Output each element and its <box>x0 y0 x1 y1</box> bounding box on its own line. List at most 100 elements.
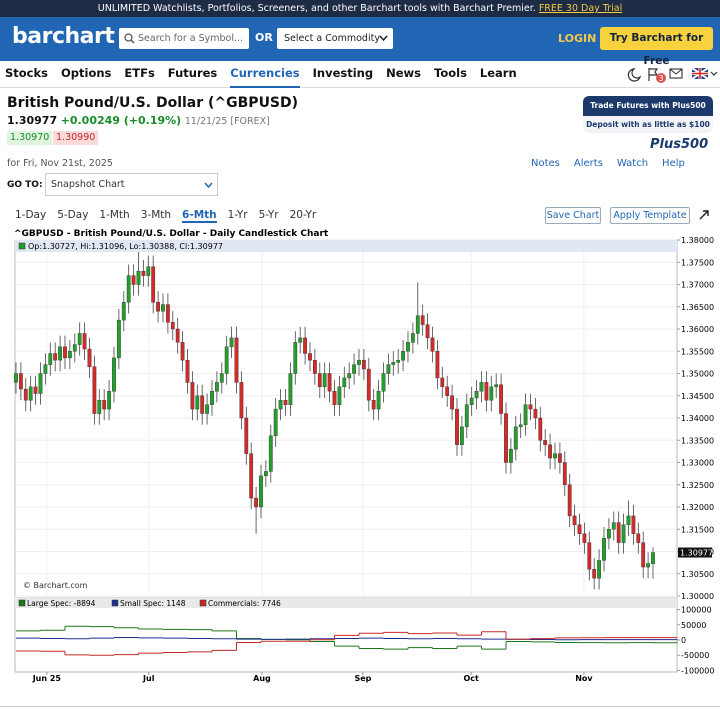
notification-count: 3 <box>658 74 663 83</box>
tool-links: Notes Alerts Watch Help <box>531 158 685 169</box>
candle-body <box>469 397 474 405</box>
tool-link[interactable]: Watch <box>616 158 649 169</box>
period-tab[interactable]: 5-Day <box>57 209 89 221</box>
x-tick-label: Aug <box>253 674 271 683</box>
candle-body <box>146 266 151 276</box>
candle-body <box>87 348 92 368</box>
chevron <box>379 35 388 42</box>
candle-body <box>332 391 337 405</box>
nav-item[interactable]: News <box>386 65 422 80</box>
candle-body <box>357 359 361 365</box>
legend-strip <box>15 240 677 252</box>
commodity-select[interactable]: Select a Commodity <box>277 28 393 49</box>
nav-item[interactable]: ETFs <box>124 65 155 80</box>
candle-body <box>489 386 494 401</box>
candle-body <box>533 408 538 419</box>
candle-body <box>651 552 655 564</box>
candle-body <box>33 386 38 394</box>
candle-body <box>592 569 597 579</box>
candle-body <box>543 440 548 445</box>
candle-body <box>205 404 209 414</box>
candle-body <box>185 359 190 383</box>
tool-link[interactable]: Help <box>662 158 685 169</box>
y-tick-label: 1.30000 <box>681 592 714 601</box>
nav-item[interactable]: Tools <box>434 65 467 80</box>
y-tick-label: 50000 <box>681 621 706 630</box>
candle-body <box>112 357 116 392</box>
plot-frame <box>14 597 678 673</box>
nav-item[interactable]: Stocks <box>5 65 48 80</box>
logo[interactable]: barchart <box>12 24 115 49</box>
y-tick-label: 1.31500 <box>681 525 714 534</box>
cta-button[interactable]: Try Barchart for Free <box>600 27 713 67</box>
goto-select[interactable]: Snapshot Chart <box>45 173 218 196</box>
legend-label: Large Spec: -8894 <box>27 599 96 608</box>
candle-body <box>450 395 454 410</box>
nav-item[interactable]: Learn <box>479 65 517 80</box>
candle-body <box>479 382 484 392</box>
apply-template-button[interactable]: Apply Template <box>610 207 690 224</box>
period-tab[interactable]: 3-Mth <box>140 209 172 221</box>
chart-title: ^GBPUSD - British Pound/U.S. Dollar - Da… <box>14 229 329 239</box>
candle-body <box>361 359 366 370</box>
ad-brand[interactable]: Plus500 <box>650 137 709 152</box>
candle-body <box>553 453 557 459</box>
period-tab[interactable]: 1-Day <box>15 209 47 221</box>
candle-body <box>293 342 298 374</box>
nav-icons: 3 <box>627 67 718 83</box>
candle-body <box>156 302 160 312</box>
candle-body <box>508 448 513 463</box>
candle-body <box>165 304 170 323</box>
nav-item[interactable]: Futures <box>167 65 218 80</box>
candle-body <box>195 395 200 410</box>
search-box[interactable]: Search for a Symbol... <box>119 28 249 49</box>
candle-body <box>582 533 587 543</box>
promo-link[interactable]: FREE 30 Day Trial <box>538 3 623 14</box>
price-change: +0.00249 (+0.19%) <box>60 114 182 127</box>
footer-rule <box>0 706 720 707</box>
candle-body <box>572 515 577 526</box>
save-chart-button[interactable]: Save Chart <box>545 207 601 224</box>
candle-body <box>401 351 405 361</box>
candle-body <box>82 333 87 350</box>
quote-line: 1.30977 +0.00249 (+0.19%) 11/21/25 [FORE… <box>7 114 270 127</box>
candle-body <box>494 384 499 388</box>
period-tab[interactable]: 6-Mth <box>182 209 217 223</box>
period-tab[interactable]: 20-Yr <box>289 209 317 221</box>
candle-body <box>14 373 18 383</box>
candle-body <box>538 417 543 441</box>
candle-body <box>58 346 62 361</box>
candle-body <box>121 302 126 321</box>
candle-body <box>611 522 616 530</box>
period-tab[interactable]: 5-Yr <box>258 209 279 221</box>
candle-body <box>440 377 445 388</box>
tool-link[interactable]: Notes <box>531 158 560 169</box>
period-tab[interactable]: 1-Mth <box>99 209 130 221</box>
ad-subline[interactable]: Deposit with as little as $100 <box>583 116 713 133</box>
candle-body <box>273 408 278 437</box>
y-tick-label: 1.33500 <box>681 436 714 445</box>
candle-body <box>141 270 146 276</box>
candle-body <box>406 342 410 352</box>
instrument-name: British Pound/U.S. Dollar (^GBPUSD) <box>7 95 299 111</box>
nav-item[interactable]: Currencies <box>230 61 300 88</box>
tool-link[interactable]: Alerts <box>573 158 603 169</box>
y-tick-label: 1.31000 <box>681 548 714 557</box>
main-nav: Stocks Options ETFs Futures Currencies Invest… <box>0 61 720 88</box>
candle-body <box>254 497 258 508</box>
ad-headline[interactable]: Trade Futures with Plus500 >> <box>583 96 713 130</box>
candle-body <box>239 382 244 419</box>
period-tab[interactable]: 1-Yr <box>227 209 248 221</box>
expand-icon[interactable] <box>698 209 710 221</box>
nav-item[interactable]: Investing <box>312 65 374 80</box>
y-tick-label: -100000 <box>681 666 714 675</box>
y-tick-label: 1.36000 <box>681 325 714 334</box>
candle-body <box>597 560 601 579</box>
login-link[interactable]: LOGIN <box>558 32 597 45</box>
candle-body <box>616 522 621 543</box>
y-tick-label: 1.34500 <box>681 392 714 401</box>
nav-item[interactable]: Options <box>61 65 112 80</box>
commodity-text: Select a Commodity <box>284 33 380 44</box>
promo-text: UNLIMITED Watchlists, Portfolios, Screen… <box>97 3 536 14</box>
promo-banner: UNLIMITED Watchlists, Portfolios, Screen… <box>0 0 720 17</box>
